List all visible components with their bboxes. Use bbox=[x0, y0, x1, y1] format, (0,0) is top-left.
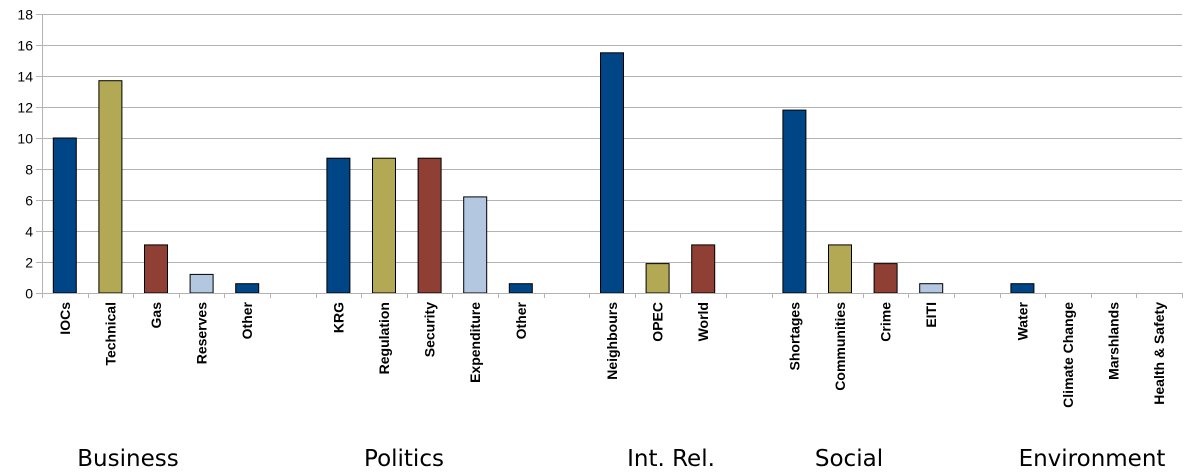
bar-eiti bbox=[919, 283, 944, 294]
category-label: Gas bbox=[148, 302, 164, 329]
bar-other bbox=[508, 283, 533, 294]
bar-reserves bbox=[189, 273, 214, 294]
bar-world bbox=[691, 244, 716, 294]
category-label: Reserves bbox=[194, 302, 210, 364]
category-label: Neighbours bbox=[604, 302, 620, 380]
bars bbox=[52, 52, 1035, 294]
y-tick-label: 18 bbox=[17, 7, 33, 23]
y-tick-label: 6 bbox=[25, 193, 33, 209]
group-label: Environment bbox=[1019, 446, 1166, 472]
bar-opec bbox=[645, 263, 670, 294]
y-tick-label: 0 bbox=[25, 286, 33, 302]
y-tick-label: 10 bbox=[17, 131, 33, 147]
category-label: Security bbox=[422, 302, 438, 357]
y-axis-tick-labels: 0 2 4 6 8 10 12 14 16 18 bbox=[17, 7, 33, 302]
group-label: Business bbox=[77, 446, 178, 472]
bar-water bbox=[1010, 283, 1035, 294]
category-label: OPEC bbox=[650, 302, 666, 342]
y-tick-label: 2 bbox=[25, 255, 33, 271]
category-label: KRG bbox=[330, 302, 346, 333]
bar-shortages bbox=[782, 109, 807, 294]
group-label: Int. Rel. bbox=[627, 446, 715, 472]
category-label: Water bbox=[1014, 301, 1030, 340]
bar-gas bbox=[144, 244, 168, 294]
category-label: Crime bbox=[878, 302, 894, 342]
group-label: Social bbox=[815, 446, 883, 472]
category-label: Marshlands bbox=[1106, 302, 1122, 380]
category-label: Other bbox=[239, 301, 255, 339]
group-label: Politics bbox=[364, 446, 444, 472]
category-label: World bbox=[695, 302, 711, 341]
axes bbox=[36, 14, 1183, 298]
bar-neighbours bbox=[600, 52, 624, 294]
category-label: Communities bbox=[832, 302, 848, 391]
y-tick-label: 14 bbox=[17, 69, 33, 85]
category-labels: IOCs Technical Gas Reserves Other KRG Regulati… bbox=[57, 301, 1167, 407]
category-label: Shortages bbox=[786, 302, 802, 371]
bar-communities bbox=[828, 244, 852, 294]
bar-expenditure bbox=[463, 196, 488, 294]
category-label: Climate Change bbox=[1060, 302, 1076, 408]
category-label: Technical bbox=[102, 302, 118, 366]
bar-iocs bbox=[52, 137, 77, 294]
y-tick-label: 16 bbox=[17, 38, 33, 54]
bar-regulation bbox=[372, 157, 396, 294]
y-tick-label: 12 bbox=[17, 100, 33, 116]
bar-technical bbox=[98, 80, 123, 294]
y-tick-label: 4 bbox=[25, 224, 33, 240]
category-label: IOCs bbox=[57, 302, 73, 335]
category-label: Health & Safety bbox=[1151, 302, 1167, 405]
category-label: Regulation bbox=[376, 302, 392, 374]
bar-crime bbox=[873, 263, 898, 294]
category-label: Expenditure bbox=[467, 302, 483, 383]
bar-security bbox=[417, 157, 442, 294]
bar-krg bbox=[326, 157, 351, 294]
bar-other bbox=[235, 283, 260, 294]
group-labels: Business Politics Int. Rel. Social Environme… bbox=[77, 446, 1165, 472]
y-tick-label: 8 bbox=[25, 162, 33, 178]
category-label: Other bbox=[513, 301, 529, 339]
category-label: EITI bbox=[923, 302, 939, 328]
